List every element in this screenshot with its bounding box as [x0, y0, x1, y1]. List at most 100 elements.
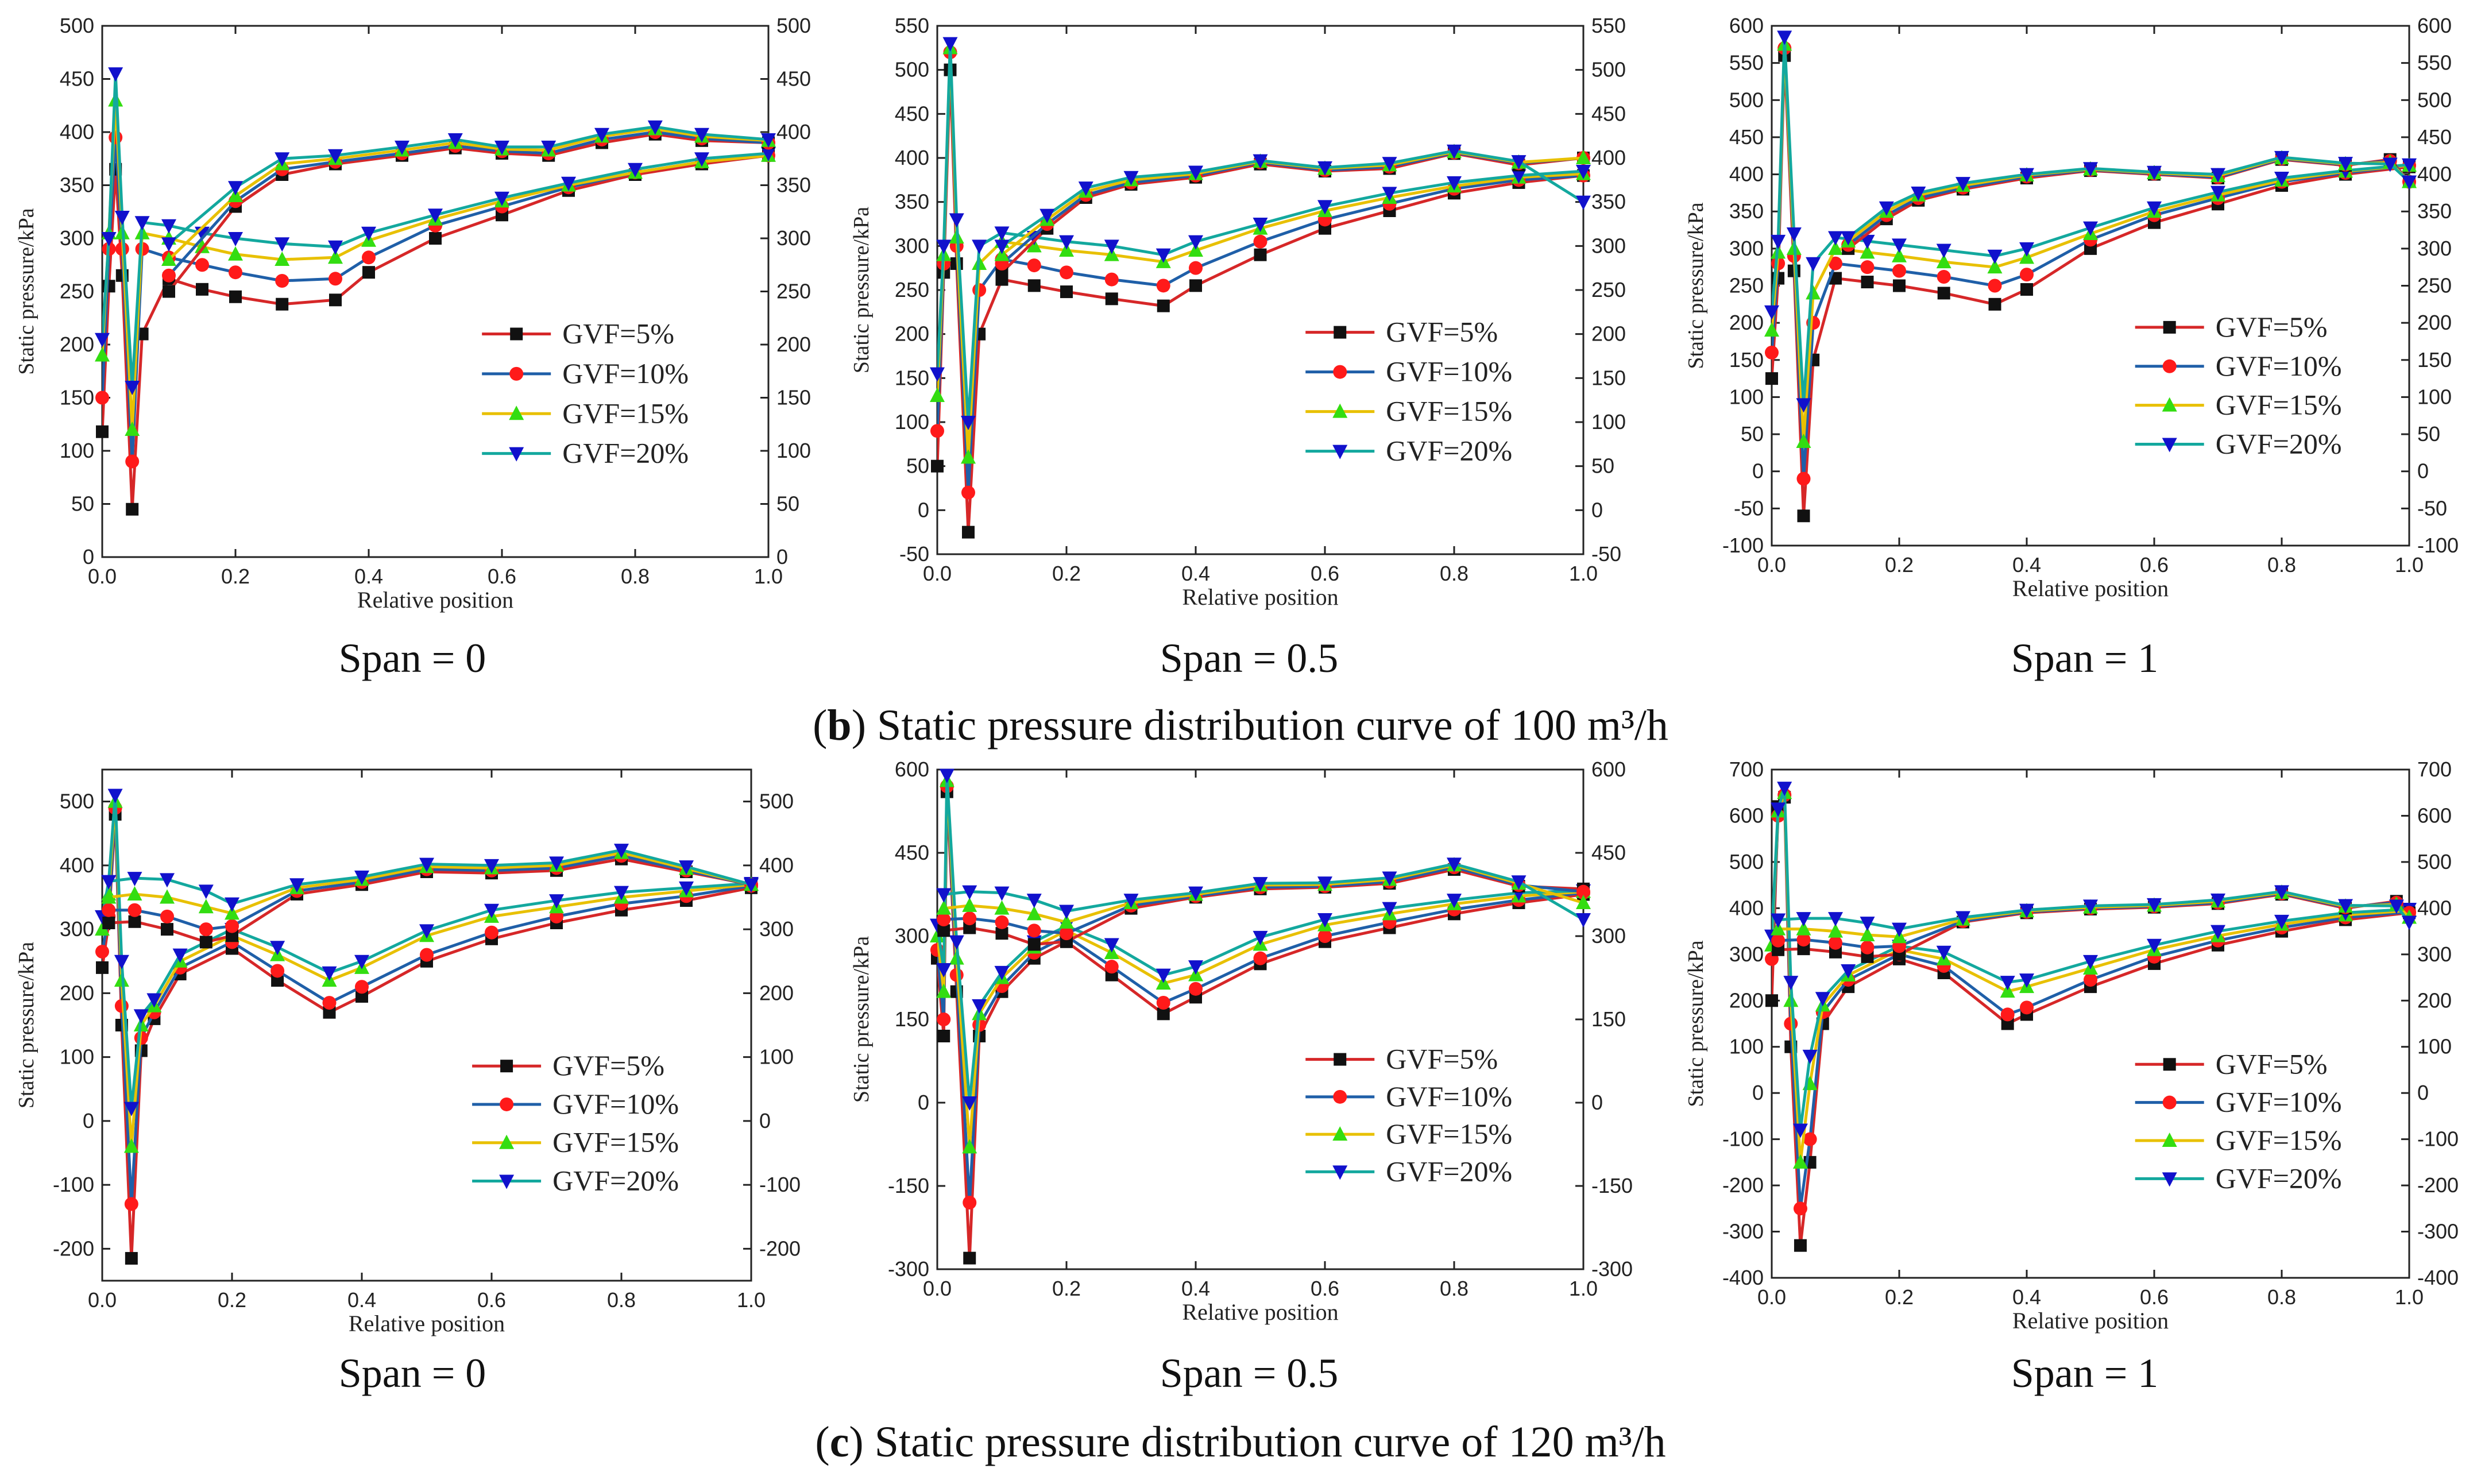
- data-point: [195, 258, 209, 272]
- legend-label: GVF=5%: [2216, 311, 2328, 343]
- legend-marker: [500, 1060, 513, 1073]
- data-point: [2402, 915, 2417, 930]
- data-point: [1765, 372, 1778, 385]
- y-tick-label: 400: [60, 120, 94, 144]
- data-point: [561, 176, 576, 191]
- y-tick-label-right: 300: [776, 226, 811, 250]
- data-point: [1828, 231, 1843, 246]
- data-point: [2338, 157, 2353, 172]
- data-point: [1039, 208, 1055, 223]
- data-point: [1317, 876, 1332, 891]
- data-point: [541, 140, 557, 155]
- data-point: [429, 232, 442, 245]
- y-tick-label: 200: [60, 981, 94, 1004]
- series-line-GVF=20%: [937, 774, 1583, 1104]
- y-tick-label-right: 250: [2417, 274, 2452, 297]
- data-point: [323, 1006, 336, 1019]
- y-tick-label: 150: [895, 1007, 929, 1031]
- legend-label: GVF=10%: [2216, 1086, 2342, 1118]
- y-tick-label: 300: [895, 924, 929, 948]
- data-point: [1797, 509, 1810, 523]
- data-point: [1828, 923, 1843, 938]
- legend-marker: [1334, 1053, 1347, 1066]
- data-point: [1828, 240, 1843, 255]
- data-point: [95, 945, 109, 959]
- x-tick-label: 0.2: [221, 565, 250, 588]
- data-point: [1765, 994, 1778, 1007]
- data-point: [1936, 244, 1951, 258]
- legend-marker: [500, 1097, 514, 1111]
- data-point: [931, 459, 944, 473]
- y-tick-label: 100: [60, 1045, 94, 1069]
- data-point: [275, 152, 290, 167]
- data-point: [125, 454, 140, 469]
- data-point: [362, 266, 375, 279]
- data-point: [2083, 162, 2098, 177]
- legend-label: GVF=20%: [2216, 1162, 2342, 1194]
- legend-label: GVF=20%: [552, 1164, 679, 1196]
- data-point: [1511, 155, 1527, 170]
- y-tick-label: 600: [895, 758, 929, 781]
- y-tick-label-right: 250: [1591, 278, 1626, 302]
- legend-label: GVF=15%: [2216, 389, 2342, 421]
- y-tick-label: -400: [1722, 1266, 1764, 1289]
- legend-label: GVF=20%: [1386, 435, 1512, 467]
- data-point: [229, 290, 242, 303]
- data-point: [1576, 150, 1591, 164]
- data-point: [1806, 257, 1821, 272]
- y-tick-label-right: 400: [776, 120, 811, 144]
- plot-frame: [1771, 25, 2410, 547]
- data-point: [1892, 238, 1907, 253]
- x-axis-label: Relative position: [2012, 1308, 2169, 1334]
- legend-label: GVF=10%: [1386, 355, 1512, 388]
- data-point: [1988, 297, 2001, 311]
- y-tick-label-right: 200: [776, 333, 811, 356]
- x-tick-label: 0.8: [621, 565, 650, 588]
- legend-marker: [1333, 1089, 1347, 1104]
- data-point: [1796, 472, 1811, 486]
- y-tick-label-right: 100: [759, 1045, 794, 1069]
- y-tick-label-right: -100: [2417, 534, 2459, 557]
- data-point: [2020, 283, 2033, 296]
- subplot-label-b-span0: Span = 0: [338, 635, 486, 681]
- data-point: [1796, 398, 1811, 413]
- data-point: [1911, 186, 1926, 201]
- data-point: [198, 884, 214, 899]
- data-point: [329, 293, 342, 307]
- data-point: [1027, 938, 1041, 951]
- data-point: [628, 163, 643, 177]
- y-tick-label-right: 300: [2417, 237, 2452, 260]
- x-tick-label: 0.8: [2267, 1285, 2296, 1309]
- data-point: [594, 127, 609, 142]
- y-tick-label: 300: [60, 226, 94, 250]
- y-tick-label: 50: [1741, 422, 1764, 446]
- x-tick-label: 0.0: [1757, 553, 1786, 577]
- data-point: [1317, 161, 1332, 176]
- data-point: [1026, 231, 1042, 245]
- data-point: [1060, 926, 1073, 941]
- y-tick-label-right: 100: [2417, 385, 2452, 408]
- data-point: [355, 980, 369, 994]
- data-point: [228, 232, 243, 246]
- data-point: [1060, 265, 1073, 280]
- data-point: [229, 265, 242, 280]
- data-point: [2147, 165, 2162, 180]
- x-tick-label: 0.2: [1885, 1285, 1914, 1309]
- data-point: [1860, 244, 1875, 259]
- data-point: [101, 889, 117, 904]
- data-point: [354, 954, 369, 969]
- y-tick-label-right: -100: [759, 1173, 801, 1196]
- series-line-GVF=5%: [168, 133, 768, 293]
- data-point: [1893, 279, 1906, 292]
- y-tick-label: 300: [1729, 942, 1764, 966]
- data-point: [484, 859, 499, 874]
- data-point: [125, 1252, 138, 1265]
- data-point: [1382, 871, 1397, 886]
- x-tick-label: 0.4: [1181, 562, 1210, 585]
- data-point: [1841, 231, 1856, 246]
- legend-label: GVF=5%: [1386, 316, 1498, 348]
- data-point: [995, 927, 1008, 940]
- data-point: [2211, 893, 2225, 908]
- data-point: [2083, 954, 2098, 969]
